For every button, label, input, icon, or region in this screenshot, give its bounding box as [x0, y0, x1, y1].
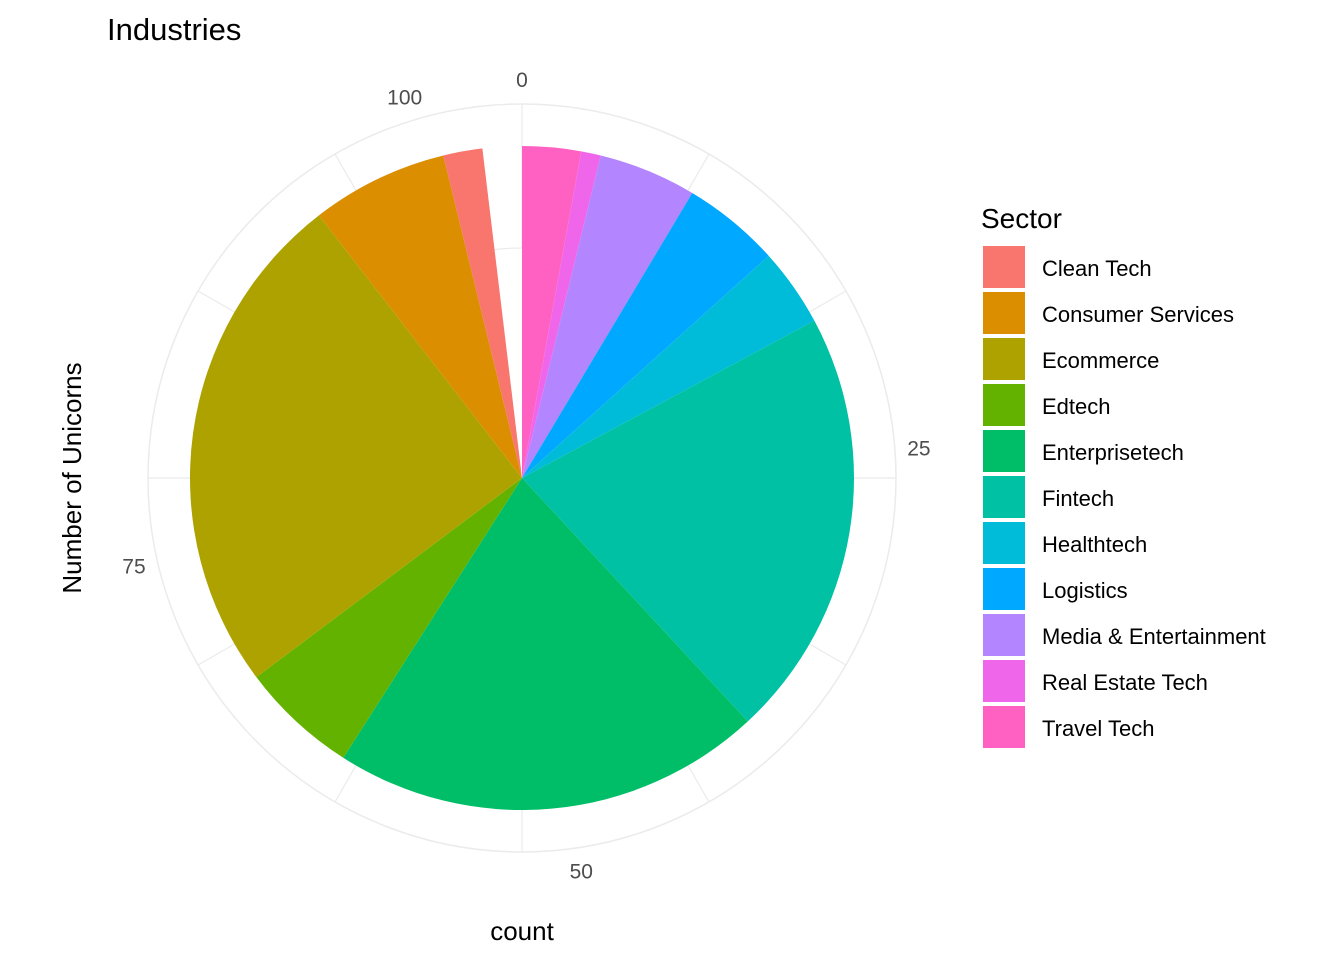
theta-tick-label: 50	[570, 861, 593, 884]
y-axis-title: Number of Unicorns	[57, 362, 87, 593]
theta-tick-label: 25	[907, 437, 930, 460]
legend-label: Logistics	[1042, 578, 1128, 603]
legend-label: Healthtech	[1042, 532, 1147, 557]
legend-label: Travel Tech	[1042, 716, 1155, 741]
pie-slice-fintech	[522, 320, 854, 722]
legend-swatch	[983, 246, 1025, 288]
legend-swatch	[983, 292, 1025, 334]
legend-label: Fintech	[1042, 486, 1114, 511]
x-axis-title: count	[490, 916, 554, 946]
legend-swatch	[983, 430, 1025, 472]
legend-swatch	[983, 660, 1025, 702]
theta-tick-labels: 0 25 50 75 100	[122, 69, 930, 884]
pie-slices	[190, 146, 854, 810]
legend-label: Edtech	[1042, 394, 1111, 419]
legend-swatch	[983, 476, 1025, 518]
pie-slice-healthtech	[522, 255, 815, 478]
pie-slice-logistics	[522, 192, 769, 478]
legend-swatch	[983, 614, 1025, 656]
pie-slice-edtech	[256, 478, 522, 758]
pie-slice-clean-tech	[443, 148, 522, 478]
pie-slice-consumer-services	[318, 155, 522, 478]
pie-slice-media-entertainment	[522, 155, 693, 478]
legend: Sector Clean Tech Consumer Services Ecomme…	[981, 203, 1266, 748]
legend-swatch	[983, 706, 1025, 748]
pie-slice-ecommerce	[190, 215, 523, 678]
pie-slice-enterprisetech	[343, 478, 748, 810]
pie-slice-real-estate-tech	[522, 151, 601, 478]
legend-swatch	[983, 522, 1025, 564]
theta-tick-label: 100	[387, 87, 422, 110]
legend-label: Enterprisetech	[1042, 440, 1184, 465]
legend-label: Media & Entertainment	[1042, 624, 1266, 649]
legend-swatch	[983, 384, 1025, 426]
legend-label: Ecommerce	[1042, 348, 1159, 373]
theta-tick-label: 0	[516, 69, 528, 92]
legend-swatch	[983, 338, 1025, 380]
theta-tick-label: 75	[122, 556, 145, 579]
legend-label: Clean Tech	[1042, 256, 1152, 281]
pie-slice-travel-tech	[522, 146, 582, 478]
chart-title: Industries	[107, 12, 241, 47]
legend-label: Consumer Services	[1042, 302, 1234, 327]
legend-swatch	[983, 568, 1025, 610]
legend-title: Sector	[981, 203, 1062, 234]
legend-label: Real Estate Tech	[1042, 670, 1208, 695]
